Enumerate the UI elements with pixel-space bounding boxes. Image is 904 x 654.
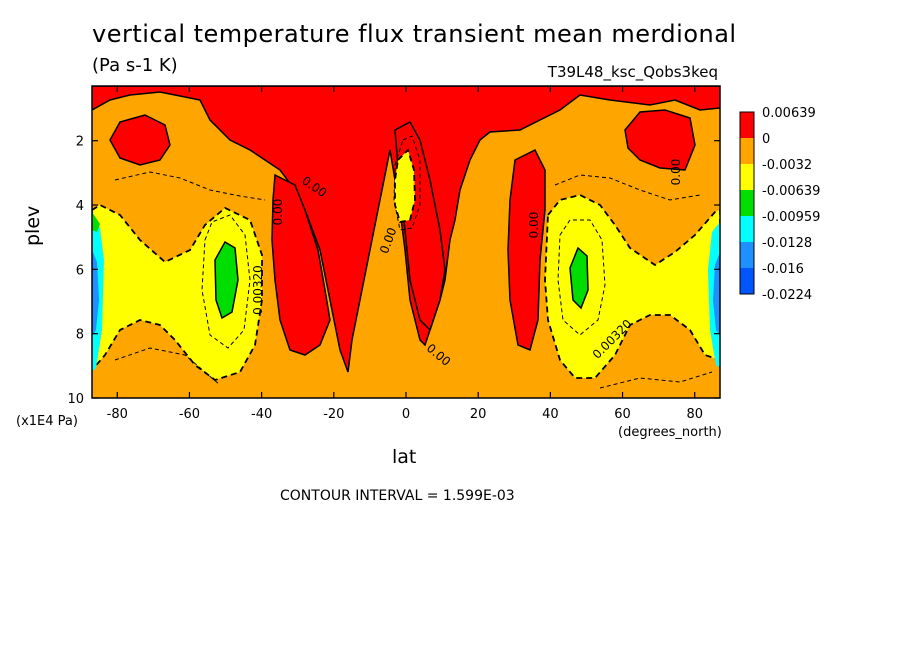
x-tick-label: 20 xyxy=(470,407,487,422)
y-axis-units: (x1E4 Pa) xyxy=(16,414,78,429)
x-tick-label: 60 xyxy=(614,407,631,422)
fill-neg-core-right xyxy=(569,246,589,310)
fill-edge-left-blue xyxy=(92,250,99,336)
contour-label: 0.00 xyxy=(527,212,541,239)
y-axis: 2 4 6 8 10 xyxy=(67,135,720,407)
chart-units: (Pa s-1 K) xyxy=(92,55,178,76)
colorbar-frame xyxy=(739,111,755,295)
colorbar: 0.00639 0 -0.0032 -0.00639 -0.00959 -0.0128 -0… xyxy=(739,106,820,303)
colorbar-label: -0.00639 xyxy=(762,184,820,199)
colorbar-label: 0 xyxy=(762,132,770,147)
fill-positive-right xyxy=(507,148,546,352)
y-tick-label: 4 xyxy=(76,199,84,214)
contour-fill xyxy=(92,86,720,398)
x-tick-label: -40 xyxy=(251,407,272,422)
colorbar-swatch xyxy=(740,216,754,242)
colorbar-label: -0.0128 xyxy=(762,236,812,251)
y-axis-title: plev xyxy=(22,205,44,246)
fill-neg-center xyxy=(394,148,416,224)
colorbar-label: 0.00639 xyxy=(762,106,816,121)
colorbar-swatch xyxy=(740,190,754,216)
x-tick-label: 40 xyxy=(542,407,559,422)
fill-neg-core-left xyxy=(214,240,239,320)
contour-interval: CONTOUR INTERVAL = 1.599E-03 xyxy=(280,488,515,504)
dashed-contours xyxy=(114,135,713,389)
contour-label: 0.00320 xyxy=(251,265,265,315)
colorbar-swatch xyxy=(740,242,754,268)
x-tick-label: 80 xyxy=(686,407,703,422)
colorbar-swatch xyxy=(740,112,754,138)
y-tick-label: 8 xyxy=(76,328,84,343)
fill-positive-left-upper xyxy=(109,114,171,166)
colorbar-label: -0.0224 xyxy=(762,288,812,303)
y-tick-label: 6 xyxy=(76,263,84,278)
x-axis: -80 -60 -40 -20 0 20 40 60 80 xyxy=(107,86,703,422)
colorbar-swatch xyxy=(740,164,754,190)
fill-positive-left xyxy=(271,173,331,356)
fill-neg-right xyxy=(544,194,720,379)
colorbar-label: -0.0032 xyxy=(762,158,812,173)
x-tick-label: -60 xyxy=(179,407,200,422)
dataset-label: T39L48_ksc_Qobs3keq xyxy=(547,63,718,81)
y-tick-label: 2 xyxy=(76,135,84,150)
fill-edge-right-blue xyxy=(713,252,720,335)
x-tick-label: -20 xyxy=(323,407,344,422)
contour-label: 0.00 xyxy=(669,159,683,186)
colorbar-swatch xyxy=(740,138,754,164)
colorbar-label: -0.00959 xyxy=(762,210,820,225)
fill-positive-right-upper xyxy=(624,109,696,171)
fill-edge-left-green xyxy=(92,212,100,232)
colorbar-swatch xyxy=(740,268,754,294)
fill-neg-left xyxy=(92,203,263,381)
x-axis-units: (degrees_north) xyxy=(618,425,722,440)
colorbar-label: -0.016 xyxy=(762,262,804,277)
x-tick-label: 0 xyxy=(402,407,410,422)
x-tick-label: -80 xyxy=(107,407,128,422)
y-tick-label: 10 xyxy=(67,392,84,407)
chart-title: vertical temperature flux transient mean… xyxy=(92,20,737,48)
x-axis-title: lat xyxy=(392,446,417,468)
contour-label: 0.00 xyxy=(271,199,285,226)
